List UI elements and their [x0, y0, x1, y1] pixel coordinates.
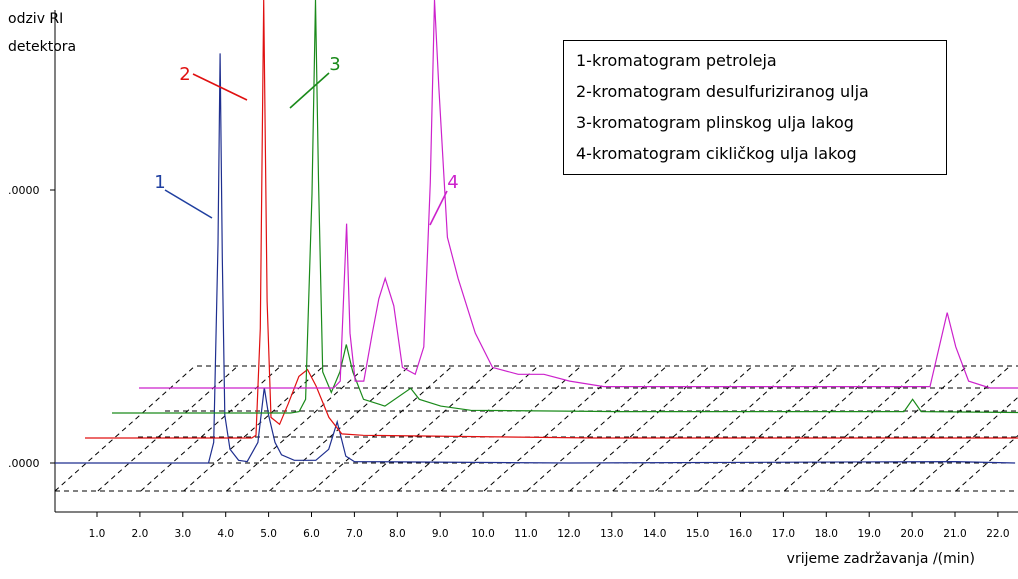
grid-diagonal [741, 365, 882, 492]
x-tick-label: 1.0 [89, 528, 106, 540]
x-tick-label: 13.0 [600, 528, 623, 540]
legend-item-2: 2-kromatogram desulfuriziranog ulja [576, 82, 869, 101]
grid-diagonal [397, 365, 539, 492]
x-tick-label: 16.0 [729, 528, 752, 540]
grid-diagonal [269, 365, 410, 492]
x-tick-label: 18.0 [815, 528, 838, 540]
series-pointer-2 [192, 73, 248, 101]
grid-diagonal [612, 365, 754, 492]
grid-diagonal [869, 365, 1011, 492]
x-tick-label: 9.0 [432, 528, 449, 540]
x-tick-label: 8.0 [389, 528, 406, 540]
grid-diagonal [312, 365, 453, 492]
grid-diagonal [97, 365, 239, 492]
grid-diagonal [912, 396, 1018, 492]
grid-diagonal [226, 365, 367, 492]
x-tick-label: 3.0 [174, 528, 191, 540]
series-line-2 [85, 0, 1018, 439]
x-tick-label: 12.0 [557, 528, 580, 540]
legend-item-1: 1-kromatogram petroleja [576, 51, 777, 70]
grid-diagonal [354, 365, 496, 492]
series-line-4 [139, 0, 1018, 389]
x-tick-label: 4.0 [217, 528, 234, 540]
x-tick-label: 19.0 [858, 528, 881, 540]
grid-diagonal [183, 365, 325, 492]
series-line-3 [112, 0, 1018, 414]
x-tick-label: 5.0 [260, 528, 277, 540]
x-tick-label: 7.0 [346, 528, 363, 540]
y-tick-label: .0000 [8, 184, 40, 197]
series-pointer-3 [289, 72, 330, 109]
series-line-1 [55, 53, 1016, 464]
grid-diagonal [54, 365, 196, 492]
series-label-3: 3 [329, 54, 340, 75]
x-tick-label: 11.0 [514, 528, 537, 540]
series-pointer-4 [429, 190, 448, 226]
grid-diagonal [440, 365, 582, 492]
grid-diagonal [955, 434, 1018, 492]
x-tick-label: 17.0 [772, 528, 795, 540]
x-tick-label: 6.0 [303, 528, 320, 540]
grid-diagonal [526, 365, 668, 492]
grid-diagonal [783, 365, 925, 492]
grid-diagonal [655, 365, 796, 492]
y-axis-label-line1: odziv RI [8, 11, 63, 27]
x-tick-label: 2.0 [132, 528, 149, 540]
series-label-2: 2 [179, 64, 190, 85]
x-tick-label: 10.0 [471, 528, 494, 540]
series-label-1: 1 [154, 172, 165, 193]
series-label-4: 4 [447, 172, 458, 193]
legend: 1-kromatogram petroleja 2-kromatogram de… [563, 40, 947, 175]
series-pointer-1 [164, 189, 213, 219]
x-tick-label: 14.0 [643, 528, 666, 540]
grid-diagonal [698, 365, 839, 492]
x-axis-label: vrijeme zadržavanja /(min) [787, 551, 975, 567]
legend-item-3: 3-kromatogram plinskog ulja lakog [576, 113, 854, 132]
y-axis-label-line2: detektora [8, 39, 76, 55]
x-tick-label: 22.0 [986, 528, 1009, 540]
y-tick-label: .0000 [8, 457, 40, 470]
grid-diagonal [826, 365, 968, 492]
legend-item-4: 4-kromatogram cikličkog ulja lakog [576, 144, 857, 163]
x-tick-label: 20.0 [900, 528, 923, 540]
x-tick-label: 15.0 [686, 528, 709, 540]
x-tick-label: 21.0 [943, 528, 966, 540]
grid-group [54, 365, 1018, 492]
grid-diagonal [483, 365, 625, 492]
